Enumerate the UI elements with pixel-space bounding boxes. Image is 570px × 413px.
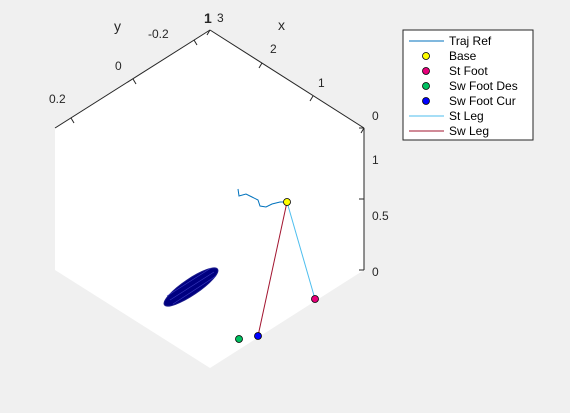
base-marker [283,198,291,206]
z-tick-label: 0 [372,265,379,279]
legend-marker-base [422,52,430,60]
y-tick-label: 0 [115,59,122,73]
z-ticks [359,127,364,271]
corner-label: 1 [204,10,212,26]
robot-body-mesh [166,267,217,305]
legend-label-base: Base [449,49,477,63]
legend-marker-sw-foot-des [422,82,430,90]
y-axis-line [54,29,211,129]
y-axis-label: y [114,18,121,34]
y-ticks [70,39,198,124]
y-tick-label: 0.2 [49,92,66,106]
legend-marker-st-foot [422,67,430,75]
st-foot-marker [311,295,319,303]
sw-foot-cur-marker [254,332,262,340]
legend-label-sw-foot-des: Sw Foot Des [449,79,518,93]
plot-content [163,188,319,343]
legend-label-sw-foot-cur: Sw Foot Cur [449,94,516,108]
sw-leg-line [257,201,288,337]
robot-body [163,267,219,307]
y-tick-label: -0.2 [148,27,169,41]
x-tick-label: 2 [270,42,277,56]
legend-marker-sw-foot-cur [422,97,430,105]
axes-background [55,30,364,368]
legend-label-sw-leg: Sw Leg [449,124,489,138]
legend-label-st-leg: St Leg [449,109,484,123]
x-tick-label: 3 [217,11,224,25]
legend-label-traj-ref: Traj Ref [449,34,492,48]
sw-foot-des-marker [235,335,243,343]
z-tick-label: 1 [372,153,379,167]
x-ticks [206,29,365,134]
z-tick-label: 0.5 [372,209,389,223]
x-axis-line [209,29,365,129]
traj-ref-line [237,188,287,208]
legend[interactable]: Traj Ref Base St Foot Sw Foot Des Sw Foo… [402,29,534,141]
x-tick-label: 0 [372,109,379,123]
x-axis-label: x [278,17,285,33]
legend-label-st-foot: St Foot [449,64,488,78]
st-leg-line [286,201,316,300]
x-tick-label: 1 [318,76,325,90]
